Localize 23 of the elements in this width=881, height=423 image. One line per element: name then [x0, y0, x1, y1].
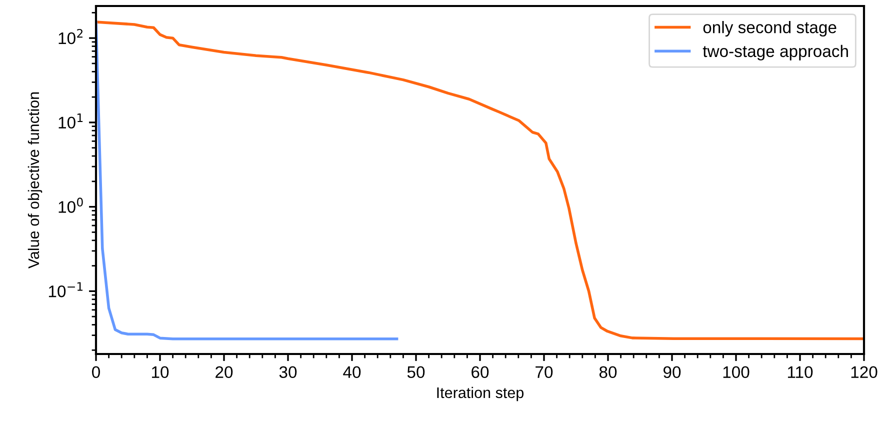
legend-label: two-stage approach	[702, 44, 848, 60]
x-tick-label: 70	[536, 366, 553, 378]
y-axis-title: Value of objective function	[28, 92, 42, 269]
x-tick-label: 100	[723, 366, 750, 378]
x-tick-label: 50	[407, 366, 425, 378]
line-series	[96, 20, 864, 340]
y-tick-label: 10$^{2}$	[58, 28, 82, 44]
x-tick-label: 30	[279, 366, 297, 378]
x-tick-label: 0	[92, 366, 100, 378]
x-tick-label: 20	[216, 366, 233, 378]
x-tick-label: 60	[472, 366, 489, 378]
x-tick-label: 90	[664, 366, 681, 378]
y-tick-label: 10$^{−1}$	[48, 282, 83, 298]
x-tick-label: 110	[788, 366, 813, 378]
x-tick-label: 80	[599, 366, 617, 378]
y-tick-label: 10$^{0}$	[58, 198, 83, 213]
y-tick-label: 10$^{1}$	[58, 113, 83, 129]
line-series	[96, 20, 398, 340]
legend-label: only second stage	[703, 21, 836, 37]
x-tick-label: 10	[152, 366, 169, 378]
x-tick-label: 120	[851, 366, 878, 378]
x-axis-title: Iteration step	[437, 386, 524, 402]
x-tick-label: 40	[343, 366, 361, 378]
